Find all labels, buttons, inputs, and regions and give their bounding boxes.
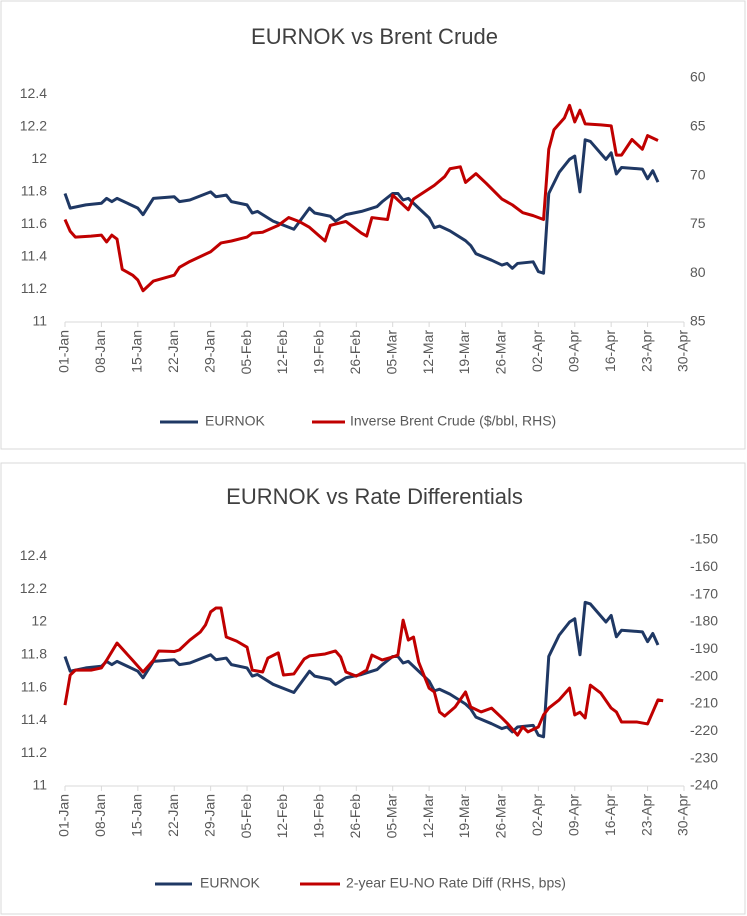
y-tick-label: 11.8 [21,646,47,662]
x-tick-label: 26-Feb [347,794,363,839]
y-tick-label: 11.4 [21,248,47,264]
y2-tick-label: 60 [690,69,706,85]
x-tick-label: 15-Jan [129,794,145,837]
x-tick-label: 05-Feb [238,794,254,839]
chart-panel [0,462,746,915]
y2-tick-label: -230 [690,749,718,765]
x-tick-label: 22-Jan [165,794,181,837]
x-tick-label: 26-Mar [493,794,509,839]
chart-title: EURNOK vs Brent Crude [251,24,498,49]
x-tick-label: 30-Apr [675,330,691,372]
x-tick-label: 30-Apr [675,794,691,836]
y-tick-label: 12.2 [20,118,47,134]
chart-title: EURNOK vs Rate Differentials [226,484,523,509]
x-tick-label: 15-Jan [129,330,145,373]
x-tick-label: 23-Apr [638,794,654,836]
y-tick-label: 11.8 [21,183,47,199]
x-tick-label: 02-Apr [529,330,545,372]
x-tick-label: 12-Mar [420,330,436,375]
y-tick-label: 12 [31,150,47,166]
y2-tick-label: -220 [690,722,718,738]
x-tick-label: 02-Apr [529,794,545,836]
y-tick-label: 12.4 [20,547,47,563]
x-tick-label: 26-Mar [493,330,509,375]
x-tick-label: 19-Mar [456,330,472,375]
x-tick-label: 29-Jan [201,794,217,837]
y-tick-label: 11.6 [21,678,47,694]
y2-tick-label: 80 [690,264,706,280]
legend-label: EURNOK [205,413,266,429]
y-tick-label: 12.2 [20,580,47,596]
y2-tick-label: -240 [690,777,718,793]
x-tick-label: 22-Jan [165,330,181,373]
x-tick-label: 05-Mar [383,794,399,839]
x-tick-label: 09-Apr [565,794,581,836]
x-tick-label: 12-Feb [274,794,290,839]
y2-tick-label: -180 [690,613,718,629]
x-tick-label: 05-Mar [383,330,399,375]
chart-panel [0,0,746,450]
y2-tick-label: 65 [690,118,706,134]
y-tick-label: 11 [32,313,47,329]
x-tick-label: 16-Apr [602,330,618,372]
y2-tick-label: 75 [690,215,706,231]
x-tick-label: 01-Jan [56,794,72,837]
y2-tick-label: 85 [690,313,706,329]
series-line [63,606,664,737]
series-line [63,600,660,739]
x-tick-label: 01-Jan [56,330,72,373]
x-tick-label: 29-Jan [201,330,217,373]
legend-label: EURNOK [200,875,261,891]
x-tick-label: 05-Feb [238,330,254,375]
y-tick-label: 11.2 [21,280,47,296]
x-tick-label: 08-Jan [92,794,108,837]
x-tick-label: 09-Apr [565,330,581,372]
x-tick-label: 12-Mar [420,794,436,839]
series-line [63,138,660,275]
y2-tick-label: -200 [690,667,718,683]
x-tick-label: 26-Feb [347,330,363,375]
x-tick-label: 19-Feb [311,794,327,839]
y-tick-label: 11 [32,777,47,793]
x-tick-label: 19-Mar [456,794,472,839]
y2-tick-label: -160 [690,558,718,574]
legend-label: 2-year EU-NO Rate Diff (RHS, bps) [346,875,566,891]
y-tick-label: 12.4 [20,85,47,101]
y2-tick-label: -170 [690,585,718,601]
x-tick-label: 23-Apr [638,330,654,372]
y2-tick-label: 70 [690,166,706,182]
x-tick-label: 19-Feb [311,330,327,375]
legend-label: Inverse Brent Crude ($/bbl, RHS) [350,413,556,429]
y-tick-label: 11.6 [21,215,47,231]
y2-tick-label: -210 [690,695,718,711]
y-tick-label: 11.2 [21,744,47,760]
x-tick-label: 16-Apr [602,794,618,836]
y2-tick-label: -190 [690,640,718,656]
y-tick-label: 12 [31,613,47,629]
y-tick-label: 11.4 [21,711,47,727]
series-line [63,103,659,293]
x-tick-label: 08-Jan [92,330,108,373]
x-tick-label: 12-Feb [274,330,290,375]
y2-tick-label: -150 [690,531,718,547]
